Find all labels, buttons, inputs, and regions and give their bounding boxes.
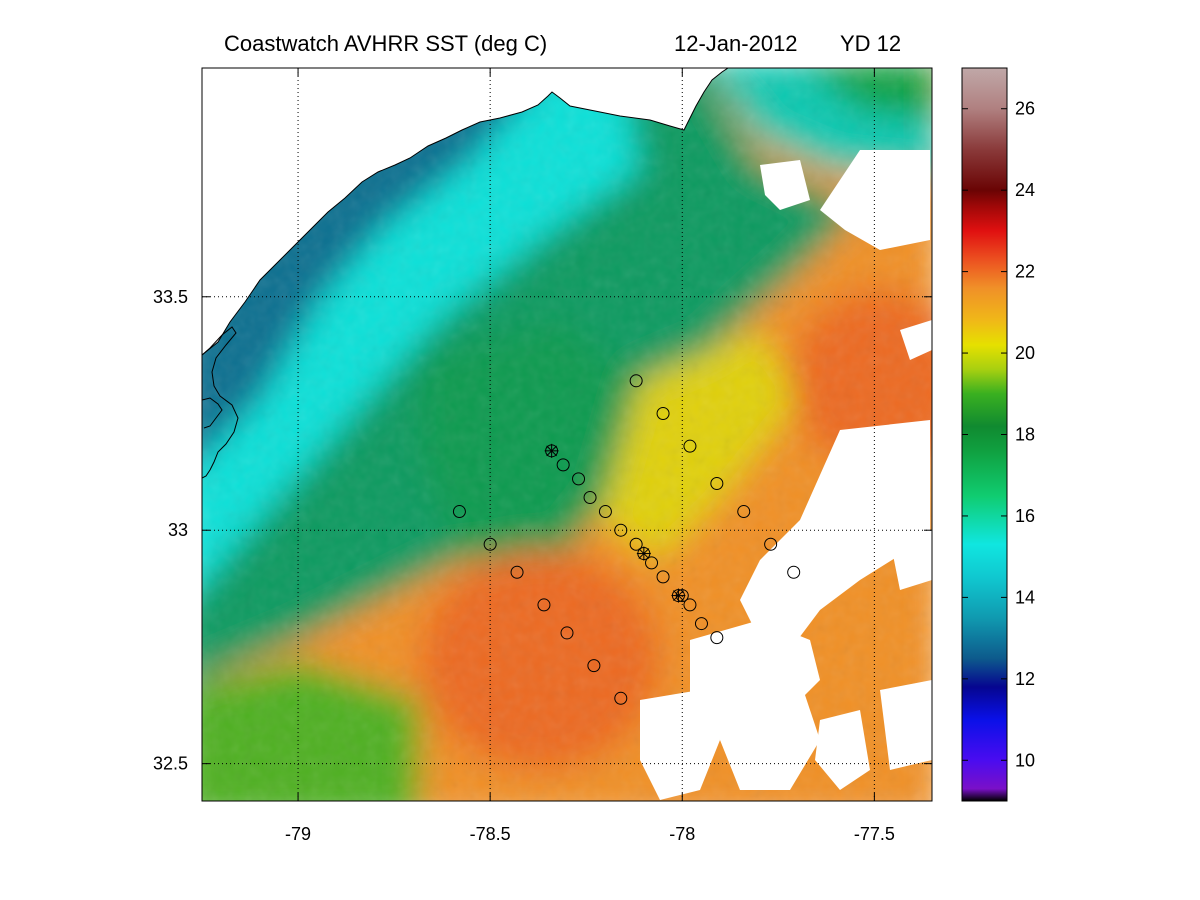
- station-circle: [556, 458, 570, 472]
- colorbar-tick-label: 18: [1015, 425, 1035, 445]
- x-tick-label: -78.5: [470, 824, 511, 844]
- station-circle: [629, 374, 643, 388]
- station-circle: [683, 598, 697, 612]
- station-circle: [656, 406, 670, 420]
- cloud-mask: [640, 150, 932, 800]
- colorbar-tick-label: 20: [1015, 343, 1035, 363]
- colorbar-fill: [962, 68, 1007, 801]
- station-circle: [560, 626, 574, 640]
- station-circle: [572, 472, 586, 486]
- station-circle: [645, 556, 659, 570]
- colorbar-tick-label: 10: [1015, 750, 1035, 770]
- colorbar-ticks: 10 12 14 16 18 20 22 24 26: [962, 99, 1035, 770]
- y-tick-label: 33.5: [153, 287, 188, 307]
- station-circle: [694, 617, 708, 631]
- sst-field: [202, 68, 932, 801]
- colorbar-tick-label: 16: [1015, 506, 1035, 526]
- y-axis: 33.5 33 32.5: [153, 287, 932, 774]
- station-circle: [710, 477, 724, 491]
- colorbar-tick-label: 12: [1015, 669, 1035, 689]
- y-tick-label: 33: [168, 520, 188, 540]
- colorbar-tick-label: 14: [1015, 587, 1035, 607]
- colorbar-tick-label: 26: [1015, 99, 1035, 119]
- coastline-inlet: [202, 397, 223, 429]
- station-circle: [483, 537, 497, 551]
- map-frame: [201, 67, 933, 802]
- station-circle: [614, 691, 628, 705]
- station-cross: [671, 588, 686, 603]
- station-circle: [787, 565, 801, 579]
- y-tick-label: 32.5: [153, 754, 188, 774]
- title-date: 12-Jan-2012: [674, 31, 798, 56]
- station-circle: [587, 659, 601, 673]
- station-circle: [537, 598, 551, 612]
- title-product: Coastwatch AVHRR SST (deg C): [224, 31, 547, 56]
- colorbar-tick-label: 22: [1015, 262, 1035, 282]
- station-cross: [544, 443, 559, 458]
- land-mass: [202, 68, 729, 356]
- colorbar: 10 12 14 16 18 20 22 24 26: [961, 67, 1035, 802]
- station-circle: [737, 505, 751, 519]
- station-markers: [452, 374, 801, 705]
- station-circle: [710, 631, 724, 645]
- station-circle: [510, 565, 524, 579]
- colorbar-tick-label: 24: [1015, 180, 1035, 200]
- map-panel: -79 -78.5 -78 -77.5 33.5 33 32.5: [153, 67, 933, 844]
- coastline-south: [202, 326, 239, 479]
- title-yearday: YD 12: [840, 31, 901, 56]
- station-circle: [452, 505, 466, 519]
- x-axis: -79 -78.5 -78 -77.5: [285, 68, 895, 844]
- station-circle: [683, 439, 697, 453]
- station-circle: [629, 537, 643, 551]
- station-circle: [614, 523, 628, 537]
- station-circle: [598, 505, 612, 519]
- x-tick-label: -77.5: [854, 824, 895, 844]
- station-circle: [583, 491, 597, 505]
- station-circle: [656, 570, 670, 584]
- x-tick-label: -79: [285, 824, 311, 844]
- graticule: [202, 68, 932, 801]
- x-tick-label: -78: [669, 824, 695, 844]
- station-circle: [764, 537, 778, 551]
- station-cross: [636, 546, 651, 561]
